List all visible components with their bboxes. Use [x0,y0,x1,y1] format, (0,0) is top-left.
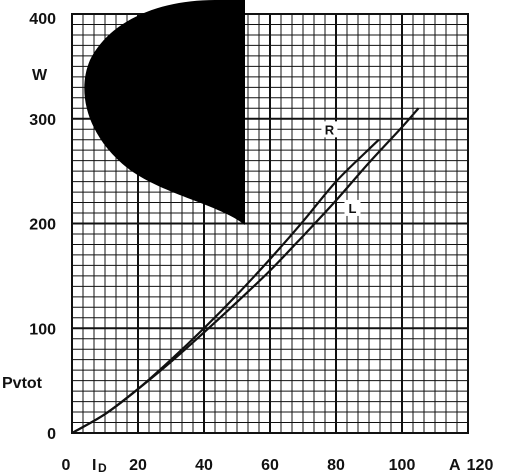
x-tick-label: 100 [389,457,416,474]
y-tick-label: 0 [47,426,56,443]
series-lines [71,107,420,434]
x-tick-label: 0 [62,457,71,474]
x-tick-label: 80 [327,457,345,474]
series-label-R: R [325,122,335,137]
x-tick-label: 40 [195,457,213,474]
y-axis-label: Pvtot [2,375,43,392]
x-axis-label: I [92,457,96,474]
plot-frame [71,13,469,434]
watermark [84,0,245,225]
x-tick-label: 60 [261,457,279,474]
y-tick-label: 300 [29,112,56,129]
series-label-L: L [349,201,357,216]
series-label-bg-R [321,121,338,138]
x-tick-label: 120 [467,457,494,474]
y-tick-label: 200 [29,217,56,234]
series-labels: RL [321,121,361,216]
y-tick-label: 100 [29,321,56,338]
series-line-L [71,107,420,434]
watermark-s-shape [84,0,245,225]
x-tick-label: 20 [129,457,147,474]
series-label-bg-L [344,199,361,216]
y-unit-label: W [32,67,48,84]
y-tick-label: 400 [29,11,56,28]
x-axis-label-subscript: D [98,461,107,475]
x-unit-label: A [449,457,461,474]
tick-labels: 0 20 40 60 80 100 120 0 100 200 300 400 [29,11,493,474]
